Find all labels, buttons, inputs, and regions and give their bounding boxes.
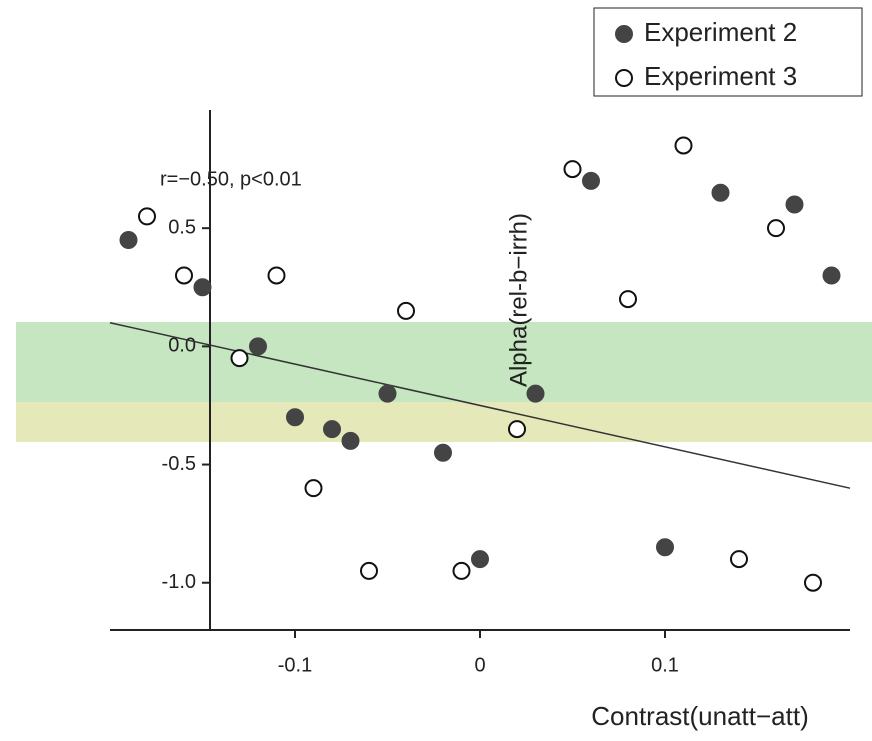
point [397, 301, 415, 320]
band-yellow [16, 402, 872, 442]
point [767, 219, 785, 238]
point [119, 231, 138, 249]
point [508, 420, 526, 439]
point [360, 561, 378, 580]
point [674, 136, 693, 155]
legend-label: Experiment 2 [644, 17, 797, 47]
x-axis-label: Contrast(unatt−att) [591, 701, 809, 731]
point [452, 561, 471, 580]
point [304, 479, 323, 498]
point [378, 384, 397, 403]
point [563, 160, 582, 179]
fit-line [109, 321, 851, 489]
point [526, 384, 545, 403]
band-green [16, 322, 872, 402]
point [341, 431, 360, 450]
point [822, 266, 841, 285]
y-axis-label: Alpha(rel-b−irrh) [505, 213, 532, 387]
point [619, 290, 637, 309]
point [582, 171, 600, 190]
point [249, 337, 267, 356]
point [711, 183, 730, 202]
point [193, 278, 212, 297]
x-tick-label: 0.1 [651, 654, 679, 676]
legend-marker [615, 25, 633, 43]
annotation: r=−0.50, p<0.01 [160, 168, 302, 190]
x-tick-label: -0.1 [278, 654, 312, 676]
point [730, 550, 748, 569]
point [323, 420, 341, 439]
point [267, 266, 286, 285]
point [230, 349, 249, 368]
point [785, 195, 804, 214]
point [656, 538, 674, 557]
point [175, 266, 193, 285]
y-tick-label: -0.5 [162, 453, 196, 475]
legend-marker [615, 69, 633, 87]
legend-label: Experiment 3 [644, 61, 797, 91]
point [471, 550, 489, 569]
y-tick-label: 0.0 [168, 335, 196, 357]
point [804, 573, 822, 592]
point [138, 207, 156, 226]
point [286, 408, 304, 427]
x-tick-label: 0 [474, 654, 485, 676]
point [434, 443, 452, 462]
y-tick-label: 0.5 [168, 216, 196, 238]
legend-box [593, 7, 863, 97]
y-tick-label: -1.0 [162, 571, 196, 593]
